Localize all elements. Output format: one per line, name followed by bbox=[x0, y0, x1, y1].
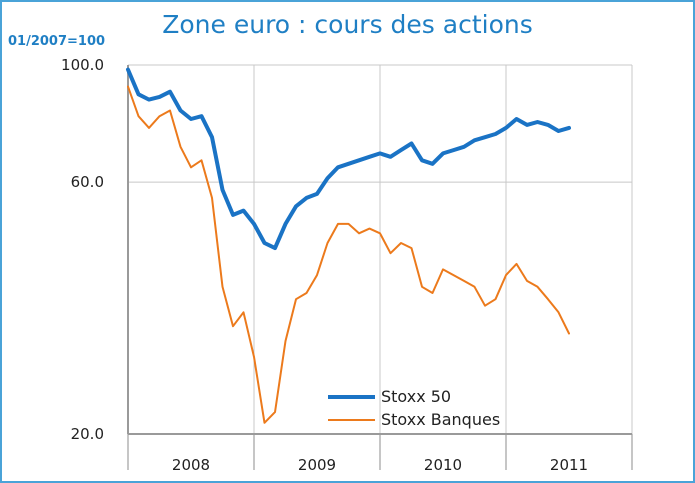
x-tick-label: 2009 bbox=[298, 456, 336, 474]
legend-label-stoxx-50: Stoxx 50 bbox=[381, 387, 451, 406]
series-line-stoxx-50 bbox=[126, 67, 571, 251]
y-tick-label: 100.0 bbox=[61, 56, 104, 74]
y-tick-label: 60.0 bbox=[71, 173, 104, 191]
x-tick-label: 2010 bbox=[424, 456, 462, 474]
series-layer bbox=[126, 67, 571, 424]
x-tick-label: 2011 bbox=[550, 456, 588, 474]
y-axis-unit-label: 01/2007=100 bbox=[8, 34, 106, 49]
x-tick-label: 2008 bbox=[172, 456, 210, 474]
legend: Stoxx 50 Stoxx Banques bbox=[328, 387, 500, 429]
y-tick-label: 20.0 bbox=[71, 425, 104, 443]
axes: 100.0 60.0 20.0 2008 2009 2010 2011 bbox=[61, 56, 633, 474]
series-line-stoxx-banques bbox=[127, 85, 570, 424]
legend-label-stoxx-banques: Stoxx Banques bbox=[381, 410, 500, 429]
chart-title: Zone euro : cours des actions bbox=[162, 10, 533, 39]
